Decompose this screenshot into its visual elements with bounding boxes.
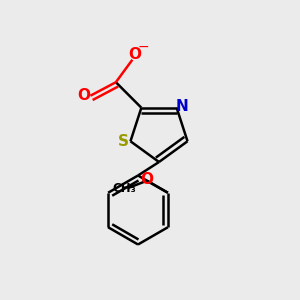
Text: O: O (77, 88, 90, 103)
Text: S: S (118, 134, 129, 149)
Text: O: O (128, 47, 141, 62)
Text: CH₃: CH₃ (112, 182, 136, 195)
Text: O: O (140, 172, 153, 187)
Text: N: N (176, 99, 188, 114)
Text: −: − (138, 40, 150, 54)
